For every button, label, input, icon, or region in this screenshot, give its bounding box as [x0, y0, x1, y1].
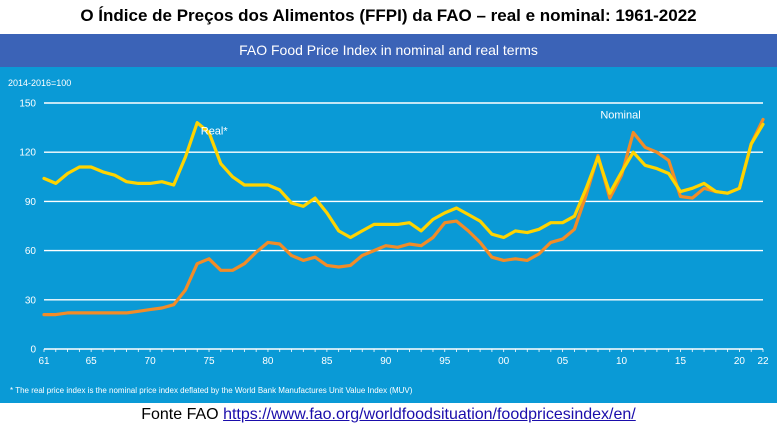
x-tick-label: 70 — [145, 356, 157, 367]
y-tick-label: 150 — [19, 99, 36, 110]
x-tick-label: 95 — [439, 356, 451, 367]
x-tick-label: 85 — [321, 356, 333, 367]
y-tick-label: 30 — [25, 295, 37, 306]
unit-label: 2014-2016=100 — [8, 78, 71, 88]
x-tick-label: 65 — [86, 356, 98, 367]
series-label-nominal: Nominal — [600, 110, 640, 122]
x-tick-label: 00 — [498, 356, 510, 367]
x-tick-label: 22 — [757, 356, 769, 367]
x-tick-label: 05 — [557, 356, 569, 367]
y-tick-label: 120 — [19, 148, 36, 159]
chart-footnote: * The real price index is the nominal pr… — [10, 386, 413, 395]
x-tick-label: 90 — [380, 356, 392, 367]
series-label-real: Real* — [201, 126, 229, 138]
x-tick-label: 10 — [616, 356, 628, 367]
source-footer: Fonte FAO https://www.fao.org/worldfoods… — [0, 406, 777, 424]
x-tick-label: 15 — [675, 356, 687, 367]
series-line-real — [42, 121, 765, 240]
page-title: O Índice de Preços dos Alimentos (FFPI) … — [80, 6, 697, 25]
y-tick-label: 0 — [30, 345, 36, 356]
x-tick-label: 20 — [734, 356, 746, 367]
y-tick-label: 90 — [25, 197, 37, 208]
chart-panel: FAO Food Price Index in nominal and real… — [0, 34, 777, 403]
chart-header: FAO Food Price Index in nominal and real… — [0, 34, 777, 67]
source-prefix: Fonte FAO — [141, 406, 219, 423]
x-tick-label: 75 — [203, 356, 215, 367]
x-tick-label: 61 — [38, 356, 50, 367]
x-tick-label: 80 — [262, 356, 274, 367]
source-link[interactable]: https://www.fao.org/worldfoodsituation/f… — [223, 406, 636, 423]
chart-svg: 2014-2016=100 0 30 60 90 120 150 61 65 70 75 80 85 90… — [8, 78, 769, 395]
series-line-nominal — [42, 117, 765, 317]
y-tick-label: 60 — [25, 246, 37, 257]
